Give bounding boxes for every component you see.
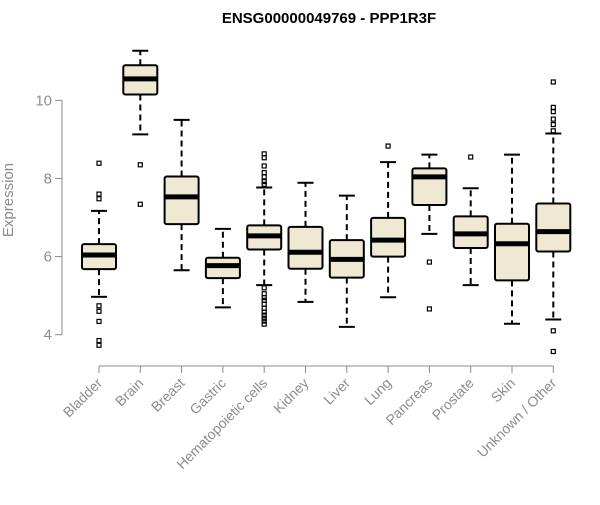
x-tick-label-breast: Breast (148, 375, 188, 415)
y-tick-label: 10 (35, 92, 52, 109)
outlier-point (261, 318, 267, 324)
box-bladder (81, 160, 117, 348)
x-tick-label-skin: Skin (488, 375, 519, 406)
outlier-point (550, 109, 556, 115)
box-kidney (287, 181, 324, 303)
outlier-point (261, 321, 267, 327)
box-breast (163, 118, 200, 272)
box-lung (370, 143, 407, 299)
box-iqr (411, 167, 448, 207)
box-brain (122, 49, 159, 207)
x-tick-label-bladder: Bladder (60, 375, 106, 421)
box-iqr (370, 216, 407, 258)
outlier-point (550, 128, 556, 134)
y-axis-label: Expression (0, 163, 17, 237)
outlier-point (96, 337, 102, 344)
outlier-point (550, 79, 556, 85)
y-tick-label: 8 (44, 170, 52, 187)
outlier-point (96, 191, 102, 197)
box-iqr (163, 175, 200, 226)
outlier-point (137, 201, 143, 207)
outlier-point (550, 116, 556, 122)
outlier-point (261, 309, 267, 315)
y-tick-label: 4 (44, 327, 52, 344)
box-iqr (494, 222, 530, 282)
outlier-point (261, 163, 267, 169)
outlier-point (96, 303, 102, 309)
outlier-point (468, 154, 474, 160)
outlier-point (261, 312, 267, 318)
outlier-point (385, 143, 391, 149)
outlier-point (261, 170, 267, 176)
outlier-point (96, 308, 102, 314)
box-prostate (452, 154, 489, 287)
outlier-point (550, 348, 556, 355)
box-plot-series (81, 49, 572, 355)
outlier-point (261, 178, 267, 185)
x-tick-label-lung: Lung (361, 375, 394, 408)
outlier-point (96, 342, 102, 348)
box-iqr (287, 225, 324, 270)
outlier-point (96, 160, 102, 166)
x-tick-label-prostate: Prostate (429, 375, 477, 423)
outlier-point (261, 285, 267, 291)
outlier-point (137, 162, 143, 168)
box-iqr (535, 202, 572, 253)
box-unknown-other (535, 79, 572, 355)
outlier-point (96, 196, 102, 202)
x-tick-label-kidney: Kidney (270, 375, 312, 417)
outlier-point (550, 121, 556, 128)
x-tick-label-liver: Liver (320, 375, 353, 408)
box-liver (328, 194, 365, 328)
y-tick-label: 6 (44, 249, 52, 266)
box-gastric (204, 227, 241, 309)
outlier-point (426, 306, 432, 312)
box-pancreas (411, 153, 448, 312)
box-hematopoietic-cells (246, 151, 283, 327)
outlier-point (261, 295, 267, 301)
x-tick-label-brain: Brain (112, 375, 146, 409)
y-axis: 4 6 8 10 (35, 92, 63, 344)
outlier-point (550, 328, 556, 334)
outlier-point (261, 315, 267, 321)
box-skin (494, 153, 530, 325)
outlier-point (550, 104, 556, 110)
outlier-point (261, 181, 267, 187)
chart-title: ENSG00000049769 - PPP1R3F (222, 10, 436, 27)
outlier-point (426, 259, 432, 265)
outlier-point (261, 174, 267, 180)
outlier-point (261, 155, 267, 161)
outlier-point (96, 318, 102, 325)
